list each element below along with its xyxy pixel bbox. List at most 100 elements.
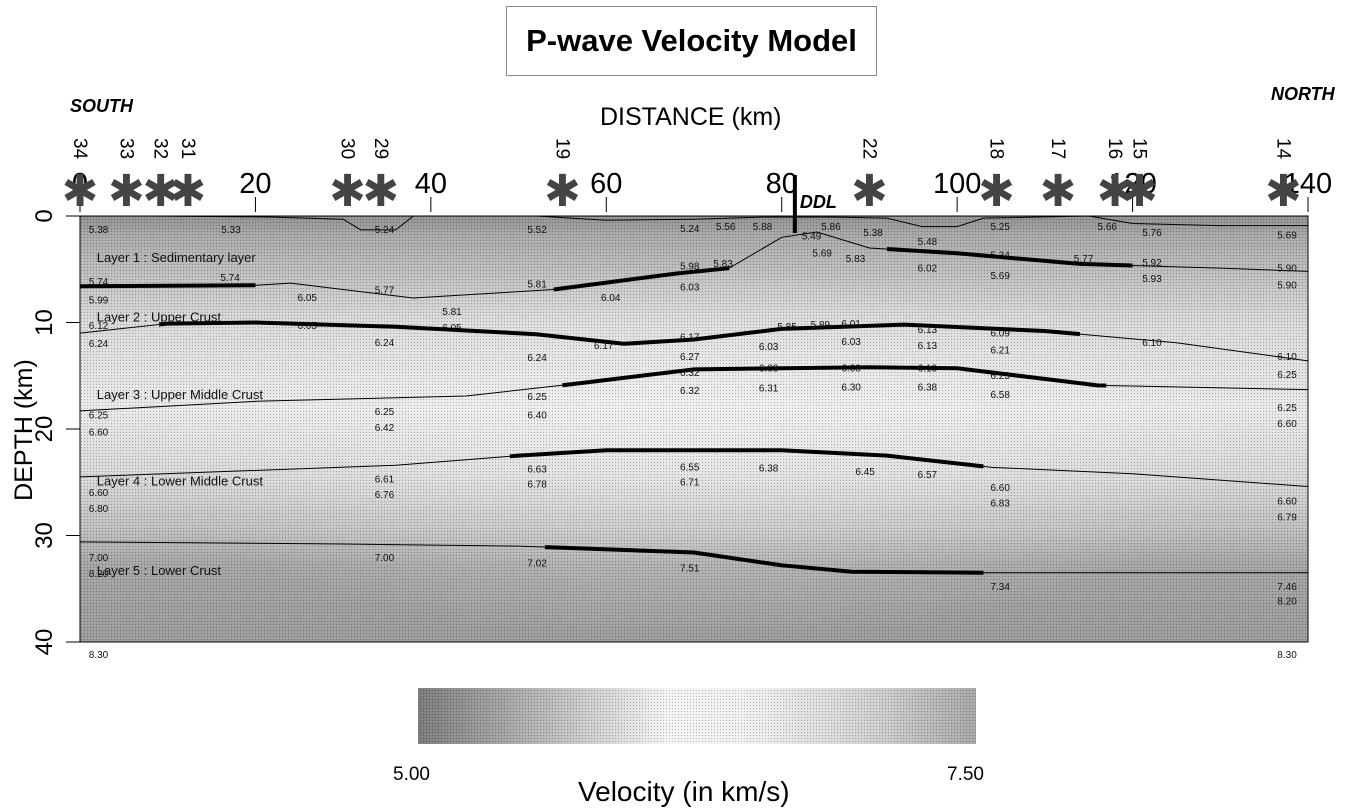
station-star-icon: ✱ (978, 166, 1015, 217)
velocity-label: 6.32 (680, 386, 700, 397)
y-tick-label: 10 (31, 309, 58, 336)
velocity-label: 5.85 (777, 322, 797, 333)
velocity-label: 6.21 (990, 345, 1010, 356)
velocity-label: 6.17 (594, 341, 614, 352)
station-label-30: 30 (337, 138, 358, 159)
station-label-22: 22 (858, 138, 879, 159)
velocity-label: 6.58 (990, 390, 1010, 401)
station-star-icon: ✱ (362, 166, 399, 217)
y-axis: 0 10 20 30 40 (31, 209, 80, 655)
velocity-label: 6.10 (1142, 338, 1162, 349)
colorbar-texture (418, 688, 976, 744)
velocity-label: 6.60 (89, 427, 109, 438)
x-tick-label: 40 (415, 168, 447, 200)
station-label-31: 31 (177, 138, 198, 159)
velocity-label: 6.24 (89, 339, 109, 350)
station-star-icon: ✱ (1265, 166, 1302, 217)
velocity-label: 8.30 (1277, 650, 1297, 661)
velocity-label: 6.80 (89, 504, 109, 515)
velocity-label: 5.69 (1277, 230, 1297, 241)
velocity-label: 5.77 (1074, 254, 1094, 265)
velocity-label: 6.05 (298, 293, 318, 304)
y-axis-title: DEPTH (km) (10, 359, 38, 501)
velocity-label: 6.25 (1277, 370, 1297, 381)
velocity-label: 6.25 (1277, 403, 1297, 414)
x-tick-label: 20 (239, 168, 271, 200)
velocity-label: 6.38 (918, 383, 938, 394)
velocity-label: 5.33 (221, 225, 241, 236)
velocity-label: 6.02 (918, 263, 938, 274)
velocity-label: 6.30 (841, 383, 861, 394)
velocity-label: 6.40 (527, 410, 547, 421)
velocity-label: 5.93 (1142, 274, 1162, 285)
velocity-label: 6.78 (527, 480, 547, 491)
velocity-label: 5.83 (846, 254, 866, 265)
velocity-label: 6.61 (375, 474, 395, 485)
velocity-label: 5.98 (680, 261, 700, 272)
velocity-label: 6.76 (375, 490, 395, 501)
station-star-icon: ✱ (108, 166, 145, 217)
velocity-label: 6.60 (1277, 497, 1297, 508)
station-label-17: 17 (1047, 138, 1068, 159)
station-label-29: 29 (370, 138, 391, 159)
velocity-label: 5.92 (1142, 258, 1162, 269)
velocity-label: 6.42 (375, 423, 395, 434)
velocity-label: 6.05 (442, 323, 462, 334)
velocity-label: 6.08 (841, 363, 861, 374)
velocity-label: 6.60 (89, 488, 109, 499)
layer-name-1: Layer 1 : Sedimentary layer (97, 250, 257, 265)
velocity-label: 5.74 (220, 273, 240, 284)
velocity-label: 6.13 (918, 363, 938, 374)
x-tick-label: 60 (590, 168, 622, 200)
layer-name-4: Layer 4 : Lower Middle Crust (97, 473, 264, 488)
velocity-label: 6.17 (680, 333, 700, 344)
station-star-icon: ✱ (1040, 166, 1077, 217)
velocity-label: 6.38 (759, 464, 779, 475)
velocity-label: 6.71 (680, 477, 700, 488)
velocity-label: 5.38 (89, 225, 109, 236)
velocity-label: 7.34 (990, 582, 1010, 593)
velocity-label: 5.89 (811, 320, 831, 331)
velocity-label: 6.03 (680, 283, 700, 294)
velocity-label: 7.02 (527, 558, 547, 569)
velocity-label: 5.76 (1142, 228, 1162, 239)
velocity-label: 5.38 (863, 228, 883, 239)
velocity-label: 5.48 (918, 237, 938, 248)
y-tick-label: 0 (31, 209, 58, 222)
velocity-label: 5.24 (375, 225, 395, 236)
velocity-label: 6.04 (601, 293, 621, 304)
x-tick-label: 100 (933, 168, 981, 200)
velocity-label: 5.56 (716, 222, 736, 233)
velocity-label: 6.60 (990, 483, 1010, 494)
velocity-background (80, 216, 1308, 642)
velocity-label: 6.63 (527, 465, 547, 476)
velocity-label: 8.30 (89, 650, 109, 661)
station-star-icon: ✱ (169, 166, 206, 217)
velocity-label: 5.88 (753, 222, 773, 233)
velocity-label: 6.79 (1277, 513, 1297, 524)
velocity-label: 5.66 (1097, 222, 1117, 233)
velocity-label: 6.55 (680, 463, 700, 474)
velocity-label: 5.77 (375, 286, 395, 297)
velocity-label: 6.23 (990, 371, 1010, 382)
velocity-label: 5.90 (1277, 263, 1297, 274)
station-label-15: 15 (1129, 138, 1150, 159)
velocity-label: 5.90 (1277, 280, 1297, 291)
velocity-label: 6.25 (375, 407, 395, 418)
velocity-label: 6.45 (855, 467, 875, 478)
station-star-icon: ✱ (851, 166, 888, 217)
velocity-label: 5.99 (89, 295, 109, 306)
station-label-33: 33 (115, 138, 136, 159)
velocity-label: 6.09 (990, 328, 1010, 339)
layer-name-2: Layer 2 : Upper Crust (97, 309, 222, 324)
velocity-label: 8.20 (1277, 597, 1297, 608)
layer-name-3: Layer 3 : Upper Middle Crust (97, 387, 264, 402)
velocity-label: 6.13 (918, 325, 938, 336)
velocity-label: 6.83 (990, 499, 1010, 510)
velocity-label: 5.83 (713, 259, 733, 270)
station-label-19: 19 (551, 138, 572, 159)
velocity-label: 6.03 (759, 342, 779, 353)
velocity-label: 6.24 (375, 338, 395, 349)
station-star-icon: ✱ (1121, 166, 1158, 217)
